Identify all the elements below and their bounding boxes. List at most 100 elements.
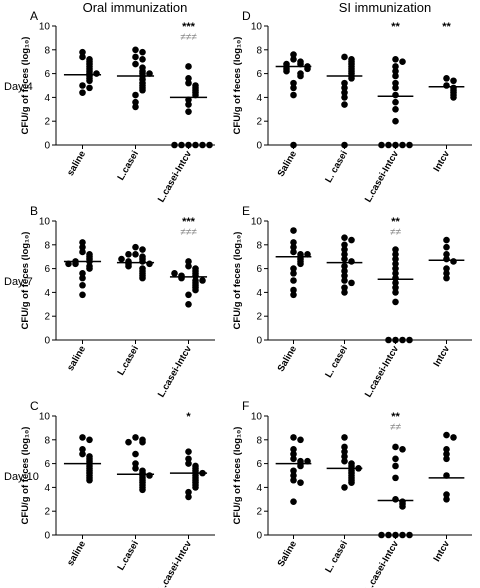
data-point: [139, 258, 146, 265]
data-point: [392, 91, 399, 99]
data-point: [290, 227, 297, 234]
x-tick-label: Saline: [276, 539, 300, 569]
data-point: [79, 270, 86, 277]
data-point: [443, 265, 450, 272]
data-point: [392, 531, 399, 539]
data-point: [185, 460, 192, 467]
data-point: [443, 255, 450, 263]
y-tick-label: 0: [44, 531, 50, 542]
data-point: [79, 291, 86, 299]
data-point: [185, 101, 192, 108]
data-point: [79, 53, 86, 61]
y-tick-label: 6: [256, 69, 262, 80]
y-tick-label: 2: [256, 507, 262, 518]
data-point: [392, 289, 399, 296]
x-tick-label: L. casei: [323, 344, 350, 380]
data-point: [139, 438, 146, 446]
data-point: [185, 141, 192, 149]
data-point: [290, 277, 297, 284]
data-point: [348, 236, 355, 244]
data-point: [132, 450, 139, 458]
data-point: [385, 531, 392, 539]
data-point: [185, 79, 192, 87]
data-point: [146, 472, 153, 479]
x-tick-label: L.casei-Intcv: [363, 148, 402, 204]
data-point: [392, 255, 399, 263]
data-point: [79, 239, 86, 246]
data-point: [290, 476, 297, 484]
data-point: [290, 91, 297, 99]
x-tick-label: saline: [65, 344, 88, 373]
y-tick-label: 0: [256, 531, 262, 542]
data-point: [79, 89, 86, 96]
x-tick-label: L.casei-Intcv: [156, 148, 195, 204]
data-point: [341, 89, 348, 96]
significance-2: ≠≠: [390, 422, 401, 433]
y-tick-label: 4: [44, 93, 50, 104]
data-point: [450, 258, 457, 265]
y-tick-label: 8: [44, 240, 50, 251]
data-point: [93, 70, 100, 77]
x-tick-label: L. casei: [323, 539, 350, 575]
y-tick-label: 6: [44, 459, 50, 470]
data-point: [443, 446, 450, 453]
row-label: Day 10: [4, 471, 39, 483]
data-point: [450, 434, 457, 441]
data-point: [290, 141, 297, 149]
x-tick-label: L.casei-Intcv: [156, 343, 195, 399]
y-tick-label: 2: [256, 117, 262, 128]
data-point: [139, 274, 146, 282]
y-tick-label: 8: [256, 240, 262, 251]
data-point: [192, 141, 199, 149]
data-point: [348, 479, 355, 486]
data-point: [290, 84, 297, 92]
y-tick-label: 4: [256, 93, 262, 104]
data-point: [341, 255, 348, 263]
data-point: [79, 446, 86, 453]
data-point: [290, 291, 297, 299]
data-point: [79, 274, 86, 282]
data-point: [86, 77, 93, 85]
data-point: [399, 141, 406, 149]
data-point: [392, 63, 399, 70]
data-point: [139, 48, 146, 56]
data-point: [399, 336, 406, 344]
data-point: [192, 286, 199, 294]
data-point: [185, 488, 192, 496]
data-point: [392, 251, 399, 258]
data-point: [132, 46, 139, 54]
data-point: [283, 67, 290, 75]
data-point: [443, 274, 450, 282]
y-tick-label: 2: [256, 312, 262, 323]
data-point: [139, 86, 146, 94]
x-tick-label: Saline: [276, 344, 300, 374]
y-tick-label: 4: [256, 483, 262, 494]
data-point: [290, 472, 297, 479]
significance-2: ≠≠≠: [180, 227, 197, 238]
x-tick-label: saline: [65, 149, 88, 178]
data-point: [341, 246, 348, 253]
y-tick-label: 0: [44, 336, 50, 347]
data-point: [79, 48, 86, 56]
data-point: [392, 279, 399, 287]
data-point: [399, 503, 406, 510]
significance: **: [391, 21, 400, 33]
data-point: [199, 277, 206, 284]
data-point: [443, 236, 450, 244]
data-point: [132, 60, 139, 68]
data-point: [297, 436, 304, 444]
data-point: [392, 443, 399, 451]
data-point: [392, 56, 399, 63]
data-point: [185, 455, 192, 463]
data-point: [206, 141, 213, 149]
data-point: [341, 141, 348, 149]
data-point: [290, 56, 297, 63]
data-point: [125, 251, 132, 258]
x-tick-label: Intcv: [431, 148, 452, 173]
x-tick-label: L.casei-Intcv: [156, 538, 195, 588]
data-point: [132, 103, 139, 111]
data-point: [125, 262, 132, 270]
y-tick-label: 6: [44, 69, 50, 80]
data-point: [341, 53, 348, 61]
